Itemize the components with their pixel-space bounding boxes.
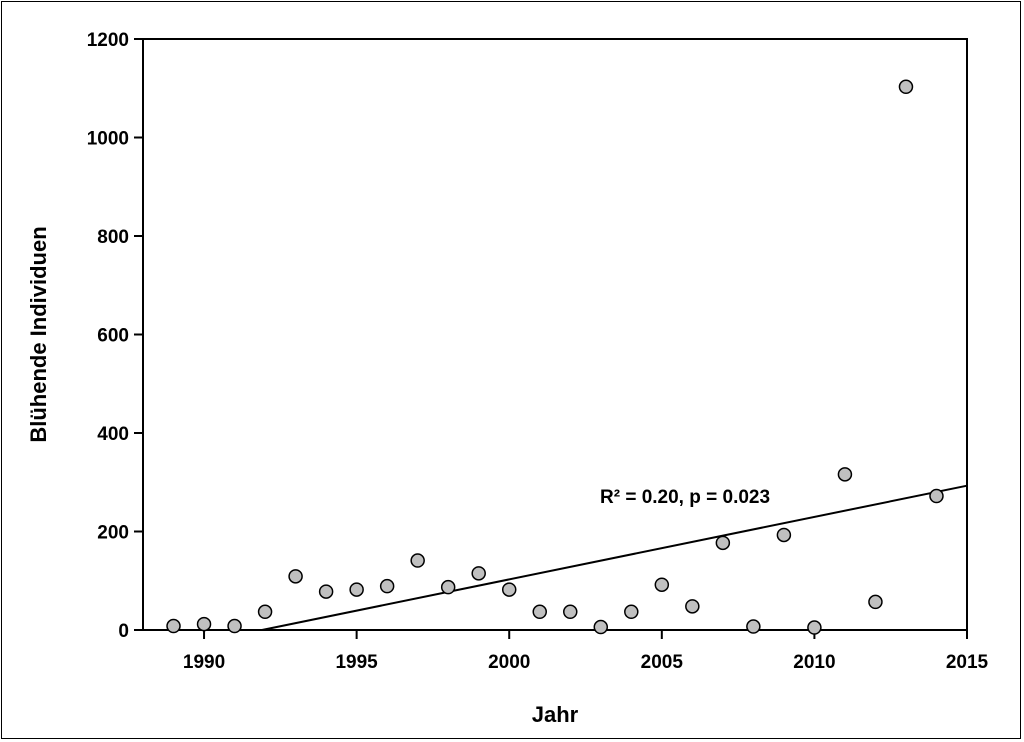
data-point [868,594,883,610]
data-point [593,619,609,635]
data-point [624,604,639,620]
regression-line [261,484,968,631]
y-tick-label: 1200 [87,30,129,51]
data-point [654,577,670,592]
data-point [410,553,425,568]
plot-area [142,38,968,631]
data-point [715,535,731,551]
data-point [257,604,273,620]
data-point [318,584,334,599]
data-points [166,79,944,635]
x-axis-ticks: 1990 1995 2000 2005 2010 2015 [183,630,989,673]
x-tick-label: 2015 [946,652,989,673]
data-point [685,599,700,614]
data-point [837,467,853,482]
y-axis-ticks: 0 200 400 600 800 1000 1200 [87,30,143,642]
y-axis-title: Blühende Individuen [26,226,51,442]
y-tick-label: 200 [97,523,129,544]
data-point [166,618,181,634]
x-tick-label: 2010 [793,652,835,673]
data-point [471,566,486,581]
data-point [349,582,364,597]
x-tick-label: 2005 [641,652,684,673]
y-tick-label: 0 [118,621,129,642]
y-tick-label: 1000 [87,129,129,150]
y-tick-label: 800 [97,227,129,248]
data-point [501,582,517,597]
data-point [929,488,944,504]
data-point [379,578,395,594]
data-point [196,616,212,632]
data-point [563,604,578,620]
y-tick-label: 600 [97,326,129,347]
data-point [807,620,822,635]
data-point [532,604,547,620]
data-point [746,619,761,634]
x-tick-label: 1995 [335,652,378,673]
regression-annotation: R² = 0.20, p = 0.023 [600,487,770,508]
x-tick-label: 1990 [183,652,225,673]
y-tick-label: 400 [97,424,129,445]
data-point [440,579,456,595]
x-axis-title: Jahr [532,702,579,727]
data-point [776,527,792,543]
x-tick-label: 2000 [488,652,530,673]
data-point [898,79,914,95]
data-point [227,618,242,634]
data-point [288,569,303,584]
